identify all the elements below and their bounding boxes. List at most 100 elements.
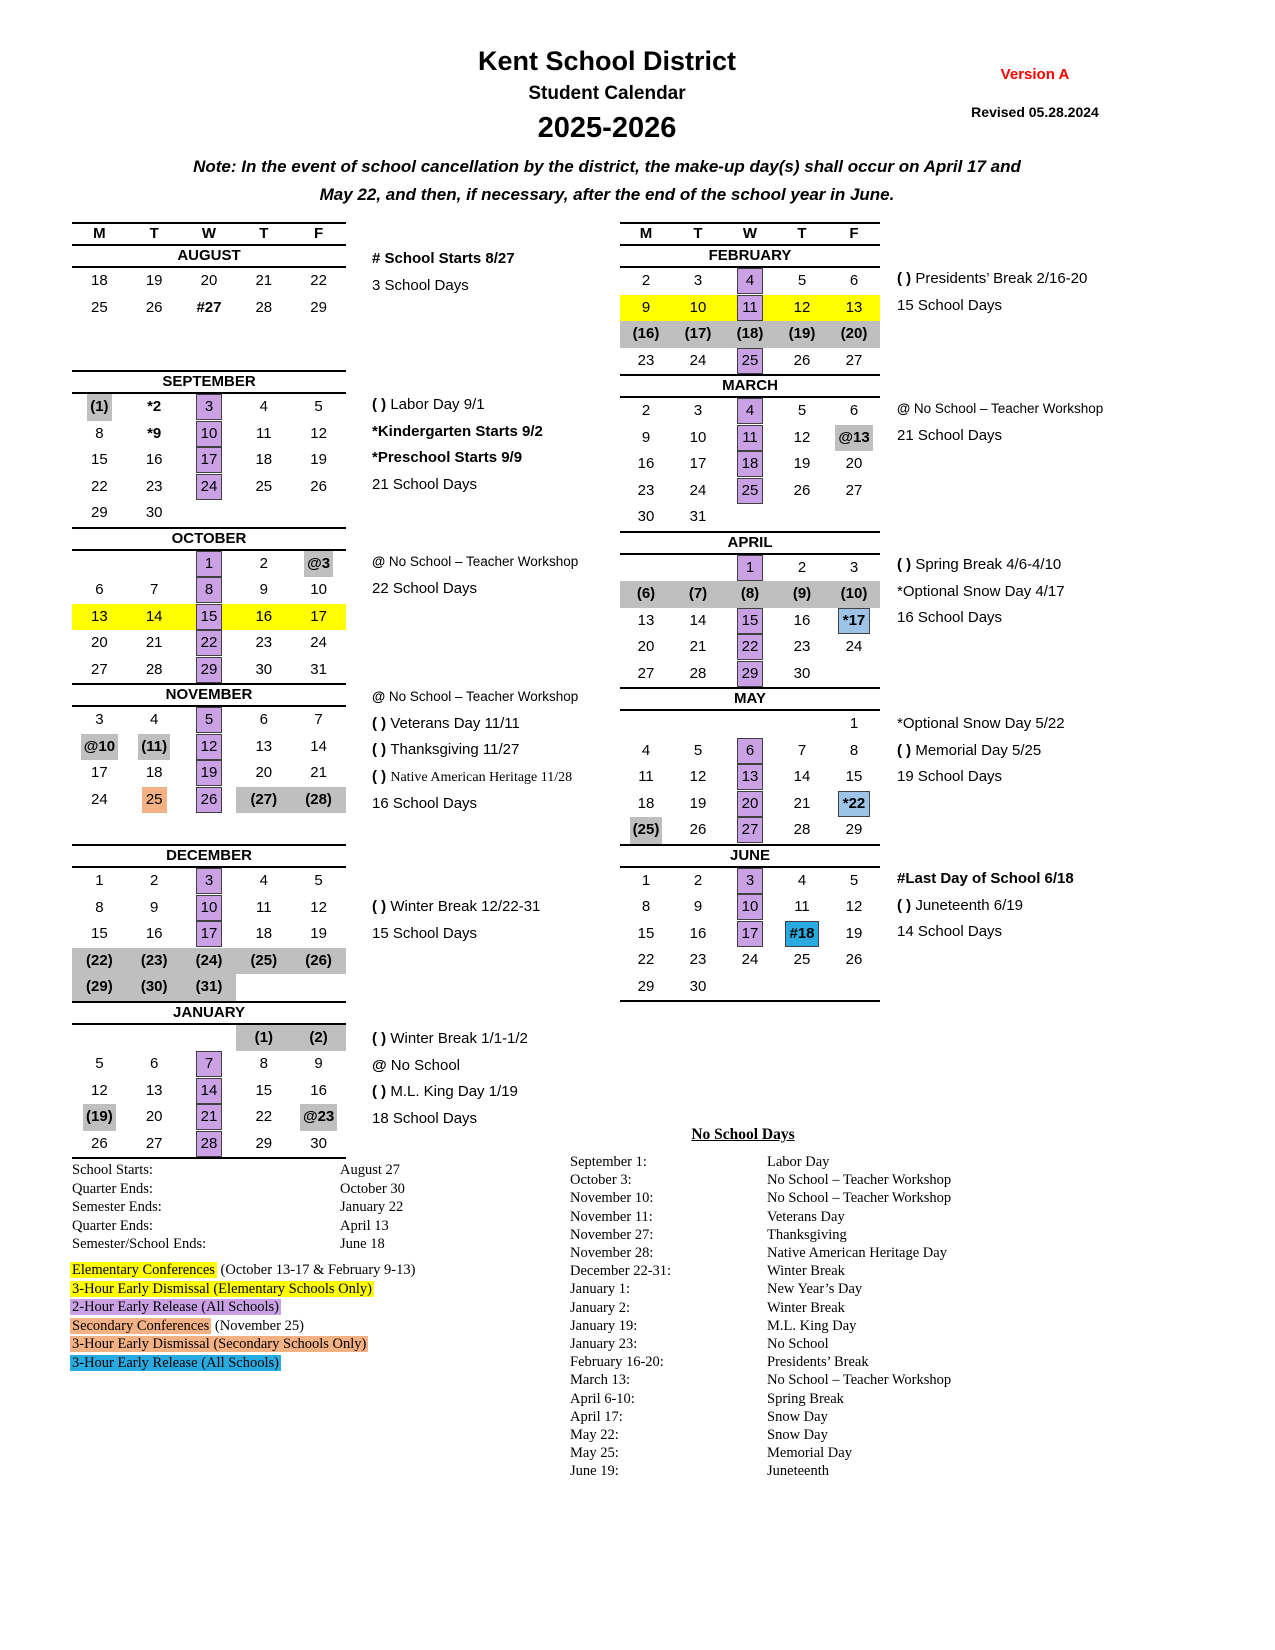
calendar-day-cell: 11 — [638, 768, 654, 785]
calendar-day-cell: 10 — [689, 428, 707, 446]
calendar-day-highlight: 1 — [737, 554, 763, 581]
no-school-day-row: January 2: Winter Break — [570, 1299, 990, 1317]
calendar-day-cell: *17 — [828, 607, 880, 635]
calendar-day-cell — [724, 974, 776, 1002]
month-note-line: @ No School — [372, 1053, 528, 1080]
calendar-day-highlight: 29 — [737, 660, 763, 687]
month-note-line: ( ) Veterans Day 11/11 — [372, 711, 578, 738]
weekday-label: T — [149, 225, 159, 242]
calendar-day-cell: (7) — [672, 581, 724, 608]
calendar-day-highlight: 26 — [195, 786, 222, 813]
calendar-day-cell: (23) — [126, 947, 182, 974]
calendar-day-highlight: 15 — [195, 603, 222, 630]
key-date-label: Quarter Ends: — [72, 1217, 153, 1234]
calendar-day-cell: 19 — [793, 455, 811, 472]
no-school-date: April 6-10: — [570, 1390, 635, 1407]
calendar-day-cell: 6 — [150, 1055, 159, 1072]
calendar-day-cell: 6 — [724, 737, 776, 765]
calendar-day-cell: 10 — [182, 894, 237, 922]
no-school-days-list: September 1: Labor Day October 3: No School… — [570, 1153, 990, 1481]
calendar-day-cell: 20 — [91, 634, 108, 651]
calendar-day-cell: 3 — [693, 402, 703, 419]
calendar-day-cell — [182, 1025, 237, 1052]
legend-suffix: (November 25) — [211, 1317, 304, 1334]
note-text: 21 School Days — [897, 426, 1003, 444]
calendar-day-cell: 21 — [182, 1104, 237, 1131]
key-date-value: August 27 — [340, 1162, 401, 1178]
calendar-day-cell: 7 — [182, 1051, 237, 1078]
note-symbol: ( ) — [897, 741, 916, 759]
calendar-day-cell: 3 — [724, 867, 776, 895]
note-text: Labor Day 9/1 — [390, 396, 485, 413]
no-school-date: September 1: — [570, 1154, 647, 1170]
calendar-day-cell: 2 — [150, 872, 159, 889]
calendar-day-cell: 5 — [849, 871, 859, 889]
no-school-date: November 10: — [570, 1190, 654, 1207]
legend-row: 2-Hour Early Release (All Schools) — [70, 1298, 415, 1317]
calendar-day-cell — [620, 555, 672, 582]
no-school-day-row: November 10: No School – Teacher Workshop — [570, 1189, 990, 1207]
calendar-day-highlight: *2 — [147, 398, 162, 415]
month-note-line: ( ) Winter Break 1/1-1/2 — [372, 1026, 528, 1053]
calendar-day-cell: 8 — [95, 898, 104, 916]
calendar-day-cell: 28 — [689, 664, 707, 682]
calendar-day-cell — [127, 551, 182, 578]
calendar-day-cell: 17 — [182, 921, 237, 948]
note-text: Presidents’ Break 2/16-20 — [915, 270, 1088, 287]
calendar-day-cell: 26 — [793, 351, 811, 369]
month-note-line: 16 School Days — [372, 791, 578, 818]
no-school-day-row: May 22: Snow Day — [570, 1426, 990, 1444]
calendar-day-cell: 23 — [637, 481, 655, 499]
calendar-day-cell: 21 — [145, 634, 163, 651]
calendar-day-cell: 21 — [689, 638, 707, 655]
no-school-description: Winter Break — [767, 1263, 845, 1280]
calendar-day-highlight: 25 — [141, 786, 167, 813]
calendar-day-cell: 30 — [689, 977, 707, 995]
calendar-day-cell: (25) — [620, 817, 672, 844]
calendar-day-cell: 1 — [641, 871, 651, 889]
calendar-day-cell: 25 — [127, 786, 182, 813]
calendar-day-cell: (16) — [620, 321, 672, 348]
calendar-day-cell: 22 — [255, 1108, 273, 1125]
calendar-day-cell: 15 — [255, 1081, 273, 1099]
weekday-label: T — [797, 225, 807, 242]
month-title: MARCH — [620, 374, 880, 398]
note-symbol: @ — [372, 1056, 391, 1074]
calendar-day-cell: 16 — [236, 603, 292, 630]
calendar-day-cell: 12 — [689, 768, 707, 785]
month-title: MAY — [620, 687, 880, 711]
calendar-day-cell: 19 — [845, 924, 863, 942]
notes-september: ( ) Labor Day 9/1 *Kindergarten Starts 9/… — [372, 392, 543, 498]
calendar-day-cell: (19) — [776, 321, 828, 348]
calendar-day-highlight: 8 — [195, 577, 222, 603]
page-subtitle: Student Calendar — [528, 83, 686, 104]
calendar-day-cell: 3 — [182, 868, 237, 895]
calendar-day-highlight: 21 — [195, 1104, 222, 1130]
month-note-line: ( ) Memorial Day 5/25 — [897, 738, 1065, 765]
calendar-day-cell: 15 — [91, 925, 108, 942]
calendar-day-cell: 26 — [310, 477, 327, 495]
calendar-day-highlight: 25 — [737, 477, 763, 504]
calendar-day-cell: 21 — [255, 272, 273, 289]
calendar-day-highlight: 28 — [195, 1130, 222, 1157]
calendar-day-cell: 30 — [310, 1134, 327, 1152]
calendar-day-cell: 13 — [72, 603, 127, 630]
calendar-day-highlight: @3 — [304, 550, 334, 577]
calendar-day-cell: 4 — [259, 398, 268, 415]
month-note-line: 22 School Days — [372, 576, 578, 603]
legend-suffix: (October 13-17 & February 9-13) — [216, 1262, 416, 1278]
calendar-day-cell: @13 — [828, 424, 880, 451]
calendar-month-december: DECEMBER 1 2 3 4 5 8 9 10 11 12 15 16 17 18 19 (22) (23)(… — [72, 844, 346, 1001]
calendar-day-highlight: 29 — [195, 656, 222, 683]
calendar-day-cell: (26) — [291, 947, 346, 974]
calendar-day-cell: 31 — [689, 508, 707, 525]
note-text: 22 School Days — [372, 579, 478, 597]
calendar-day-cell: 18 — [637, 794, 655, 812]
no-school-day-row: February 16-20: Presidents’ Break — [570, 1353, 990, 1371]
calendar-day-cell: 29 — [724, 660, 776, 688]
note-symbol: ( ) — [372, 1030, 391, 1047]
no-school-description: Memorial Day — [767, 1445, 852, 1462]
note-text: 18 School Days — [372, 1109, 478, 1127]
calendar-day-highlight: 3 — [195, 868, 222, 894]
calendar-day-cell: (20) — [828, 321, 880, 348]
